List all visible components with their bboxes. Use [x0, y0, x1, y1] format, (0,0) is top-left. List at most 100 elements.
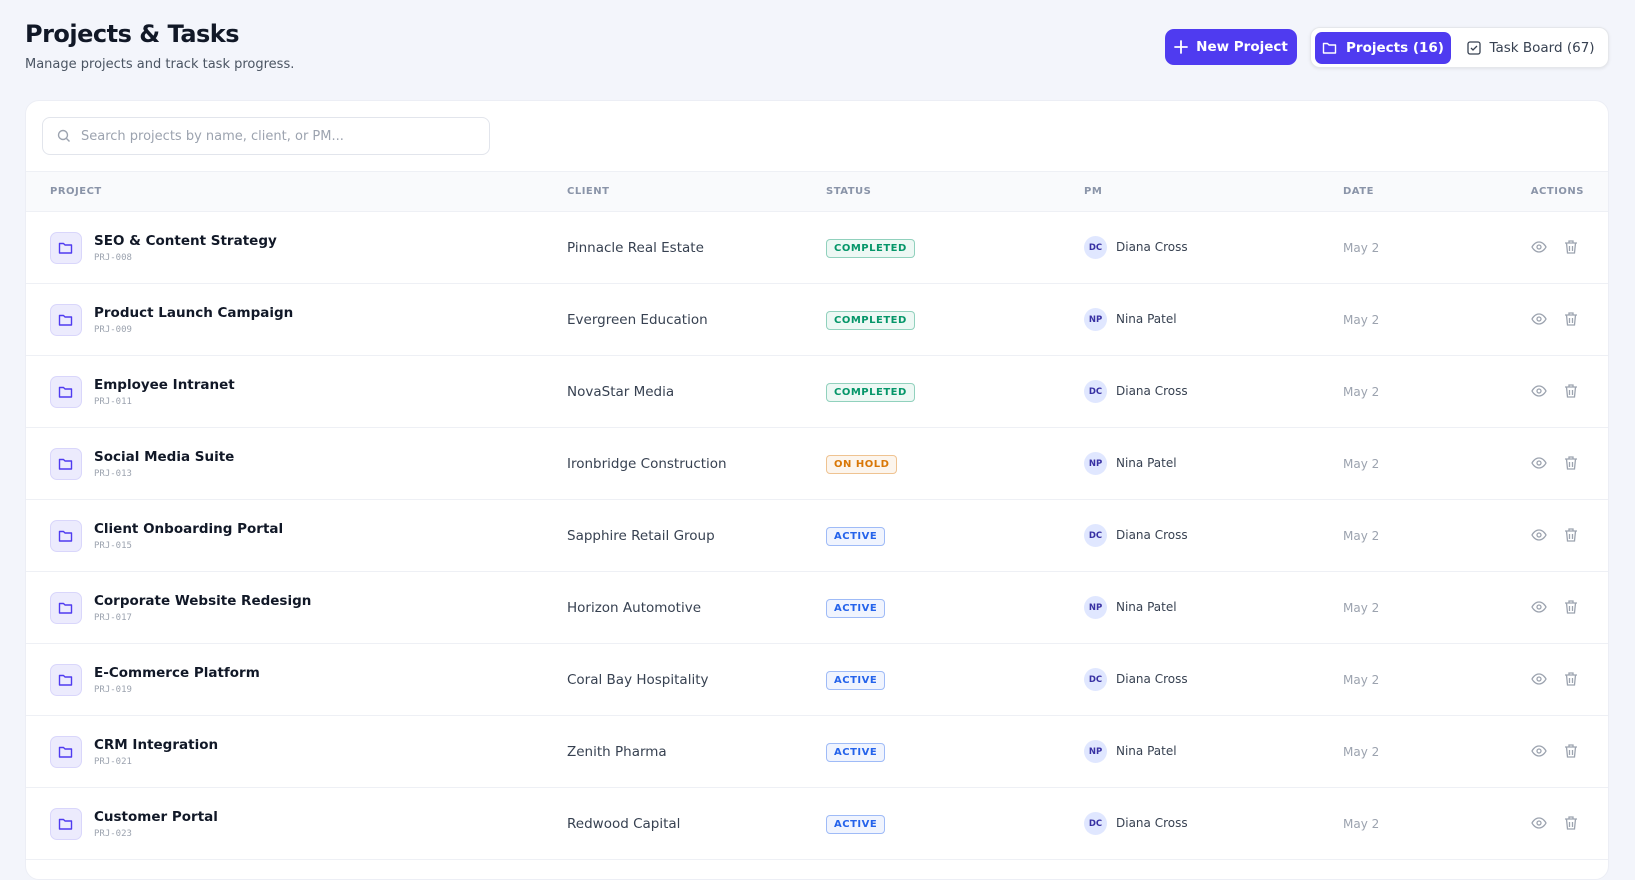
date: May 2: [1343, 529, 1380, 543]
table-header: PROJECT CLIENT STATUS PM DATE ACTIONS: [26, 171, 1608, 212]
view-button[interactable]: [1531, 383, 1547, 403]
project-code: PRJ-013: [94, 469, 132, 479]
view-icon: [1531, 457, 1547, 469]
project-code: PRJ-015: [94, 541, 132, 551]
view-button[interactable]: [1531, 455, 1547, 475]
project-name: Employee Intranet: [94, 377, 235, 393]
pm-avatar: DC: [1084, 668, 1107, 691]
client-name: Evergreen Education: [567, 312, 708, 328]
client-name: Pinnacle Real Estate: [567, 240, 704, 256]
project-icon: [50, 448, 82, 480]
project-icon: [50, 808, 82, 840]
date: May 2: [1343, 673, 1380, 687]
status-badge: ACTIVE: [826, 527, 886, 546]
delete-button[interactable]: [1563, 815, 1579, 835]
project-code: PRJ-019: [94, 685, 132, 695]
table-row[interactable]: Customer Portal PRJ-023 Redwood Capital ACT…: [26, 788, 1608, 860]
project-code: PRJ-023: [94, 829, 132, 839]
view-button[interactable]: [1531, 527, 1547, 547]
delete-icon: [1565, 744, 1577, 758]
column-header: DATE: [1343, 186, 1374, 197]
delete-button[interactable]: [1563, 455, 1579, 475]
date: May 2: [1343, 241, 1380, 255]
tab-label: Projects (16): [1346, 40, 1444, 56]
folder-icon: [58, 386, 73, 398]
date: May 2: [1343, 601, 1380, 615]
client-name: Redwood Capital: [567, 816, 681, 832]
view-button[interactable]: [1531, 239, 1547, 259]
view-button[interactable]: [1531, 671, 1547, 691]
pm-name: Nina Patel: [1116, 456, 1177, 470]
folder-icon: [58, 314, 73, 326]
project-name: E-Commerce Platform: [94, 665, 260, 681]
client-name: Coral Bay Hospitality: [567, 672, 709, 688]
pm-avatar: DC: [1084, 524, 1107, 547]
tab-label: Task Board (67): [1489, 40, 1595, 56]
project-name: Customer Portal: [94, 809, 218, 825]
table-row[interactable]: Employee Intranet PRJ-011 NovaStar Media CO…: [26, 356, 1608, 428]
view-icon: [1531, 241, 1547, 253]
view-icon: [1531, 385, 1547, 397]
table-row[interactable]: Corporate Website Redesign PRJ-017 Horizon…: [26, 572, 1608, 644]
delete-button[interactable]: [1563, 671, 1579, 691]
folder-icon: [58, 818, 73, 830]
table-row[interactable]: CRM Integration PRJ-021 Zenith Pharma ACTIV…: [26, 716, 1608, 788]
search-input[interactable]: Search projects by name, client, or PM..…: [42, 117, 490, 155]
view-button[interactable]: [1531, 311, 1547, 331]
view-icon: [1531, 817, 1547, 829]
project-name: Product Launch Campaign: [94, 305, 294, 321]
pm-name: Nina Patel: [1116, 312, 1177, 326]
task-board-tab[interactable]: Task Board (67): [1457, 32, 1605, 64]
column-header: STATUS: [826, 186, 872, 197]
delete-button[interactable]: [1563, 239, 1579, 259]
table-row[interactable]: E-Commerce Platform PRJ-019 Coral Bay Hosp…: [26, 644, 1608, 716]
pm-name: Diana Cross: [1116, 816, 1188, 830]
delete-icon: [1565, 672, 1577, 686]
delete-button[interactable]: [1563, 383, 1579, 403]
delete-button[interactable]: [1563, 743, 1579, 763]
client-name: Horizon Automotive: [567, 600, 701, 616]
delete-button[interactable]: [1563, 599, 1579, 619]
client-name: Sapphire Retail Group: [567, 528, 715, 544]
table-row[interactable]: Product Launch Campaign PRJ-009 Evergreen …: [26, 284, 1608, 356]
client-name: Ironbridge Construction: [567, 456, 727, 472]
table-row[interactable]: Social Media Suite PRJ-013 Ironbridge Cons…: [26, 428, 1608, 500]
view-button[interactable]: [1531, 815, 1547, 835]
pm-avatar: NP: [1084, 596, 1107, 619]
folder-icon: [58, 746, 73, 758]
status-badge: ACTIVE: [826, 743, 886, 762]
projects-tab[interactable]: Projects (16): [1315, 32, 1451, 64]
pm-name: Diana Cross: [1116, 528, 1188, 542]
folder-icon: [58, 602, 73, 614]
status-badge: COMPLETED: [826, 311, 915, 330]
project-icon: [50, 736, 82, 768]
date: May 2: [1343, 313, 1380, 327]
delete-button[interactable]: [1563, 527, 1579, 547]
delete-icon: [1565, 312, 1577, 326]
pm-avatar: DC: [1084, 812, 1107, 835]
folder-icon: [58, 458, 73, 470]
view-button[interactable]: [1531, 743, 1547, 763]
view-button[interactable]: [1531, 599, 1547, 619]
column-header: ACTIONS: [1530, 186, 1584, 197]
page: Projects & Tasks Manage projects and tra…: [25, 20, 1609, 880]
plus-icon: [1174, 40, 1189, 54]
check-icon: [1467, 41, 1482, 55]
date: May 2: [1343, 745, 1380, 759]
pm-avatar: NP: [1084, 740, 1107, 763]
project-icon: [50, 376, 82, 408]
date: May 2: [1343, 457, 1380, 471]
view-icon: [1531, 529, 1547, 541]
pm-avatar: NP: [1084, 308, 1107, 331]
new-project-button[interactable]: New Project: [1165, 29, 1297, 65]
pm-name: Diana Cross: [1116, 240, 1188, 254]
client-name: Zenith Pharma: [567, 744, 667, 760]
delete-icon: [1565, 240, 1577, 254]
folder-icon: [1322, 42, 1337, 54]
table-row[interactable]: Client Onboarding Portal PRJ-015 Sapphire …: [26, 500, 1608, 572]
page-title: Projects & Tasks: [25, 20, 240, 48]
pm-avatar: DC: [1084, 380, 1107, 403]
delete-button[interactable]: [1563, 311, 1579, 331]
table-row[interactable]: SEO & Content Strategy PRJ-008 Pinnacle Re…: [26, 212, 1608, 284]
pm-name: Nina Patel: [1116, 744, 1177, 758]
